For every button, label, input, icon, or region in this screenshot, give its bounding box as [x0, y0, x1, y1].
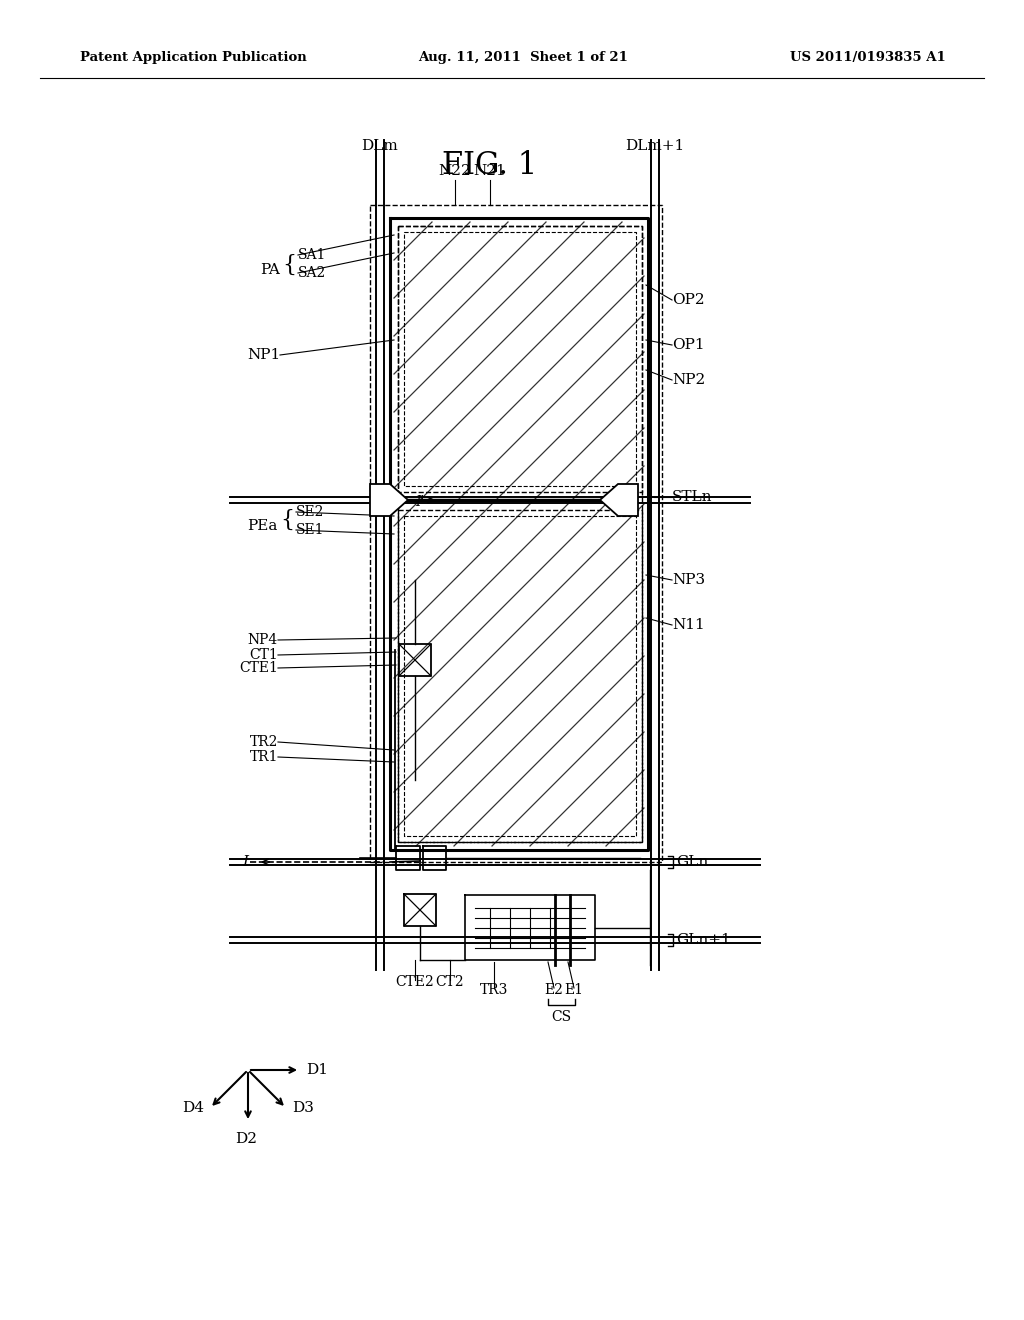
Text: N22: N22 — [438, 164, 471, 178]
Text: TR2: TR2 — [250, 735, 278, 748]
Text: SE2: SE2 — [296, 506, 325, 519]
Text: TR3: TR3 — [480, 983, 508, 997]
Text: I: I — [242, 855, 248, 869]
Text: N11: N11 — [672, 618, 705, 632]
Text: PEa: PEa — [248, 519, 278, 533]
Text: NP3: NP3 — [672, 573, 706, 587]
Text: SA1: SA1 — [298, 248, 327, 261]
Text: D3: D3 — [292, 1101, 314, 1115]
Text: {: { — [280, 510, 294, 531]
Text: GLn+1: GLn+1 — [676, 933, 731, 946]
Text: D2: D2 — [234, 1133, 257, 1146]
Polygon shape — [370, 484, 408, 516]
Text: NP4: NP4 — [248, 634, 278, 647]
Text: D1: D1 — [306, 1063, 328, 1077]
Text: {: { — [282, 253, 296, 276]
Text: CT1: CT1 — [249, 648, 278, 663]
Text: SE1: SE1 — [296, 523, 325, 537]
Text: CTE2: CTE2 — [395, 975, 434, 989]
Text: E1: E1 — [564, 983, 584, 997]
Polygon shape — [600, 484, 638, 516]
Text: Patent Application Publication: Patent Application Publication — [80, 51, 307, 65]
Text: STLn: STLn — [672, 490, 713, 504]
Text: Aug. 11, 2011  Sheet 1 of 21: Aug. 11, 2011 Sheet 1 of 21 — [418, 51, 628, 65]
Text: OP1: OP1 — [672, 338, 705, 352]
Text: US 2011/0193835 A1: US 2011/0193835 A1 — [790, 51, 946, 65]
Text: CT2: CT2 — [435, 975, 464, 989]
Text: NP2: NP2 — [672, 374, 706, 387]
Text: GLn: GLn — [676, 855, 709, 869]
Text: I': I' — [415, 495, 424, 510]
Text: E2: E2 — [545, 983, 563, 997]
Text: DLm+1: DLm+1 — [626, 139, 685, 153]
Text: FIG. 1: FIG. 1 — [442, 149, 538, 181]
Text: D4: D4 — [182, 1101, 204, 1115]
Text: CS: CS — [551, 1010, 571, 1024]
Text: TR1: TR1 — [250, 750, 278, 764]
Text: NP1: NP1 — [247, 348, 280, 362]
Text: CTE1: CTE1 — [240, 661, 278, 675]
Text: PA: PA — [260, 263, 280, 277]
Text: N21: N21 — [474, 164, 507, 178]
Text: OP2: OP2 — [672, 293, 705, 308]
Text: DLm: DLm — [361, 139, 398, 153]
Text: SA2: SA2 — [298, 267, 327, 280]
